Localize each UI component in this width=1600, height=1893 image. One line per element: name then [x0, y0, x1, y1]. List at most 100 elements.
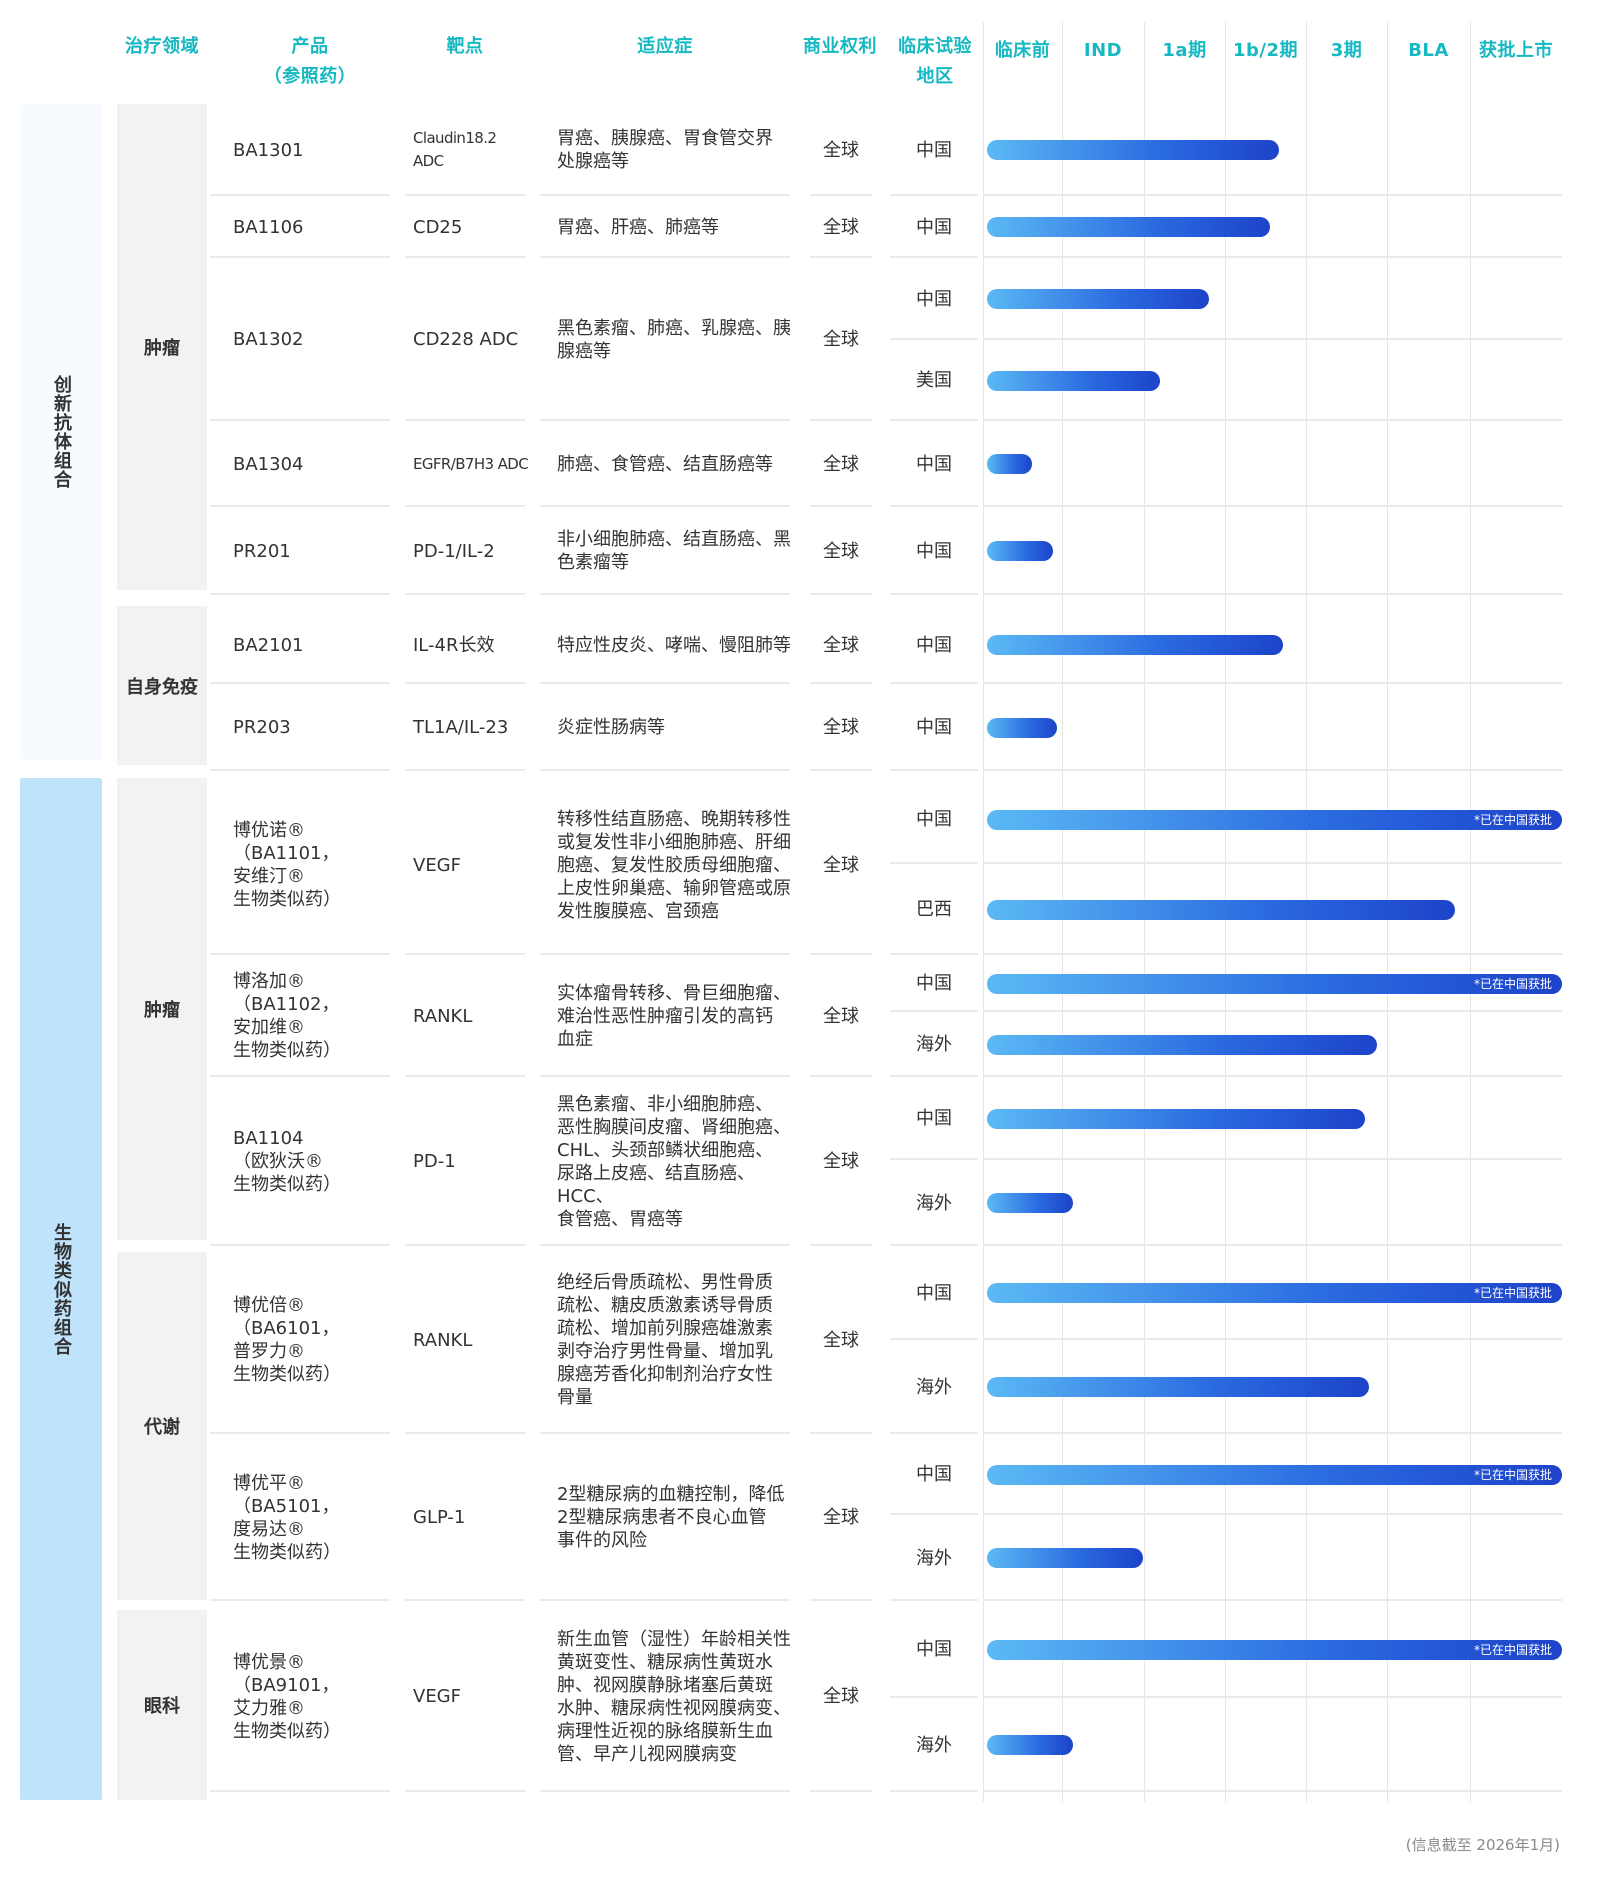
product-name: 博洛加® （BA1102， 安加维® 生物类似药） [233, 971, 341, 1061]
row-divider [210, 1075, 390, 1077]
progress-bar [987, 1034, 1378, 1055]
approval-note: *已在中国获批 [1473, 976, 1552, 991]
row-divider [540, 1790, 790, 1792]
row-divider [405, 419, 525, 421]
product-name: 博优倍® （BA6101， 普罗力® 生物类似药） [233, 1295, 341, 1385]
progress-bar [987, 1108, 1365, 1129]
indication: 炎症性肠病等 [557, 717, 665, 738]
row-divider [810, 1244, 872, 1246]
commercial-rights: 全球 [823, 1151, 859, 1172]
row-divider [540, 682, 790, 684]
indication: 非小细胞肺癌、结直肠癌、黑 色素瘤等 [557, 529, 791, 573]
trial-row-divider [890, 1075, 978, 1077]
subcategory-label: 代谢 [144, 1417, 180, 1438]
row-divider [810, 1790, 872, 1792]
trial-row-divider [890, 256, 978, 258]
row-divider [540, 1244, 790, 1246]
trial-row-divider [890, 194, 978, 196]
row-divider [540, 419, 790, 421]
row-divider [540, 256, 790, 258]
trial-row-divider [890, 953, 978, 955]
trial-row-divider [890, 419, 978, 421]
pipeline-row-divider [983, 682, 1562, 684]
progress-bar: *已在中国获批 [987, 809, 1562, 830]
target: VEGF [413, 1686, 461, 1707]
area-background [20, 104, 102, 760]
target: EGFR/B7H3 ADC [413, 454, 529, 473]
commercial-rights: 全球 [823, 139, 859, 161]
commercial-rights: 全球 [823, 717, 859, 738]
pipeline-row-divider [983, 256, 1562, 258]
progress-bar [987, 899, 1456, 920]
commercial-rights: 全球 [823, 216, 859, 238]
row-divider [210, 682, 390, 684]
row-divider [405, 1244, 525, 1246]
row-divider [810, 682, 872, 684]
row-divider [210, 1432, 390, 1434]
progress-bar: *已在中国获批 [987, 973, 1562, 994]
trial-row-divider [890, 862, 978, 864]
progress-bar [987, 140, 1279, 160]
product-name: BA2101 [233, 634, 304, 656]
pipeline-row-divider [983, 769, 1562, 771]
trial-row-divider [890, 1244, 978, 1246]
progress-bar [987, 289, 1209, 309]
progress-bar [987, 1548, 1144, 1568]
trial-row-divider [890, 505, 978, 507]
target: CD25 [413, 216, 463, 238]
indication: 胃癌、胰腺癌、胃食管交界 处腺癌等 [557, 128, 773, 172]
product-name: PR203 [233, 717, 291, 738]
row-divider [405, 682, 525, 684]
trial-region: 中国 [916, 288, 952, 310]
indication: 新生血管（湿性）年龄相关性 黄斑变性、糖尿病性黄斑水 肿、视网膜静脉堵塞后黄斑 … [557, 1628, 791, 1765]
trial-region: 海外 [916, 1734, 952, 1756]
header-region: 临床试验 地区 [898, 36, 972, 87]
pipeline-row-divider [983, 1158, 1562, 1160]
row-divider [810, 593, 872, 595]
product-name: BA1304 [233, 453, 304, 475]
commercial-rights: 全球 [823, 1329, 859, 1351]
row-divider [405, 1599, 525, 1601]
progress-bar [987, 454, 1033, 474]
row-divider [210, 194, 390, 196]
trial-region: 中国 [916, 809, 952, 830]
row-divider [210, 593, 390, 595]
pipeline-row-divider [983, 505, 1562, 507]
target: PD-1/IL-2 [413, 540, 495, 562]
row-divider [210, 419, 390, 421]
trial-row-divider [890, 769, 978, 771]
pipeline-row-divider [983, 862, 1562, 864]
row-divider [540, 593, 790, 595]
indication: 黑色素瘤、肺癌、乳腺癌、胰 腺癌等 [557, 317, 791, 362]
subcategory-background [117, 104, 207, 590]
pipeline-row-divider [983, 593, 1562, 595]
stage-header: 1a期 [1162, 40, 1207, 61]
approval-note: *已在中国获批 [1473, 812, 1552, 827]
area-label: 生物类似药组合 [51, 1222, 72, 1356]
subcategory-label: 眼科 [144, 1696, 180, 1717]
row-divider [210, 256, 390, 258]
progress-bar [987, 541, 1053, 561]
row-divider [810, 1075, 872, 1077]
progress-bar [987, 635, 1283, 655]
pipeline-row-divider [983, 1599, 1562, 1601]
row-divider [810, 769, 872, 771]
trial-row-divider [890, 338, 978, 340]
trial-region: 中国 [916, 973, 952, 994]
product-name: 博优诺® （BA1101， 安维汀® 生物类似药） [233, 820, 341, 910]
trial-region: 中国 [916, 1108, 952, 1129]
pipeline-row-divider [983, 1010, 1562, 1012]
row-divider [210, 1790, 390, 1792]
row-divider [210, 1244, 390, 1246]
product-name: 博优平® （BA5101， 度易达® 生物类似药） [233, 1472, 341, 1563]
pipeline-row-divider [983, 1790, 1562, 1792]
subcategory-background [117, 1252, 207, 1600]
commercial-rights: 全球 [823, 329, 859, 350]
row-divider [810, 194, 872, 196]
product-name: BA1106 [233, 216, 304, 238]
area-label: 创新抗体组合 [51, 375, 72, 489]
row-divider [210, 953, 390, 955]
progress-bar: *已在中国获批 [987, 1283, 1562, 1303]
commercial-rights: 全球 [823, 1507, 859, 1528]
product-name: BA1302 [233, 329, 304, 350]
